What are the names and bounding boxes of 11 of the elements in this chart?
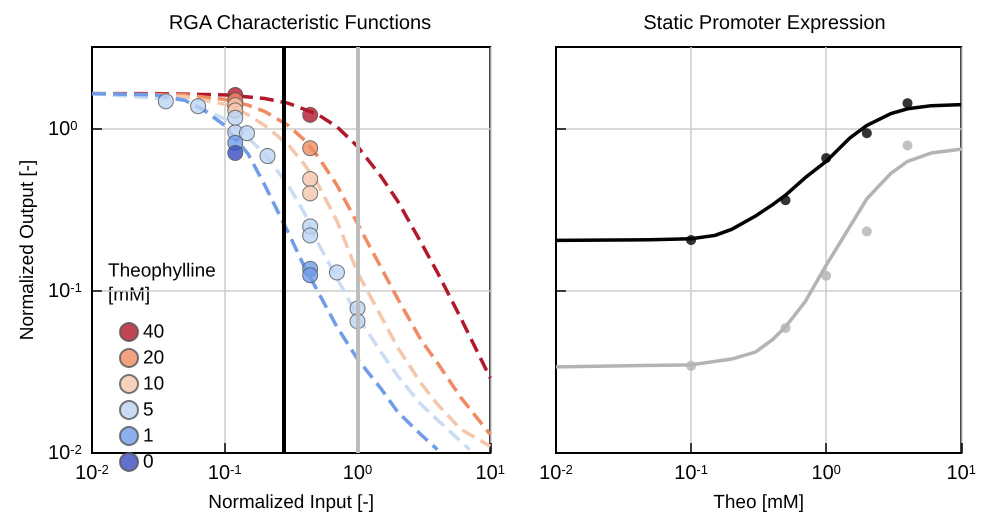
legend-label: 1 (143, 426, 154, 446)
x-axis-title: Normalized Input [-] (208, 492, 374, 513)
legend-label: 40 (143, 322, 164, 342)
chart-title: RGA Characteristic Functions (168, 12, 432, 34)
chart-title: Static Promoter Expression (643, 12, 886, 34)
legend-label: 20 (143, 348, 164, 368)
legend-label: 0 (143, 452, 154, 472)
x-axis-title: Theo [mM] (713, 492, 804, 513)
legend-label: 10 (143, 374, 164, 394)
legend-label: 5 (143, 400, 154, 420)
y-axis-title: Normalized Output [-] (17, 160, 38, 340)
